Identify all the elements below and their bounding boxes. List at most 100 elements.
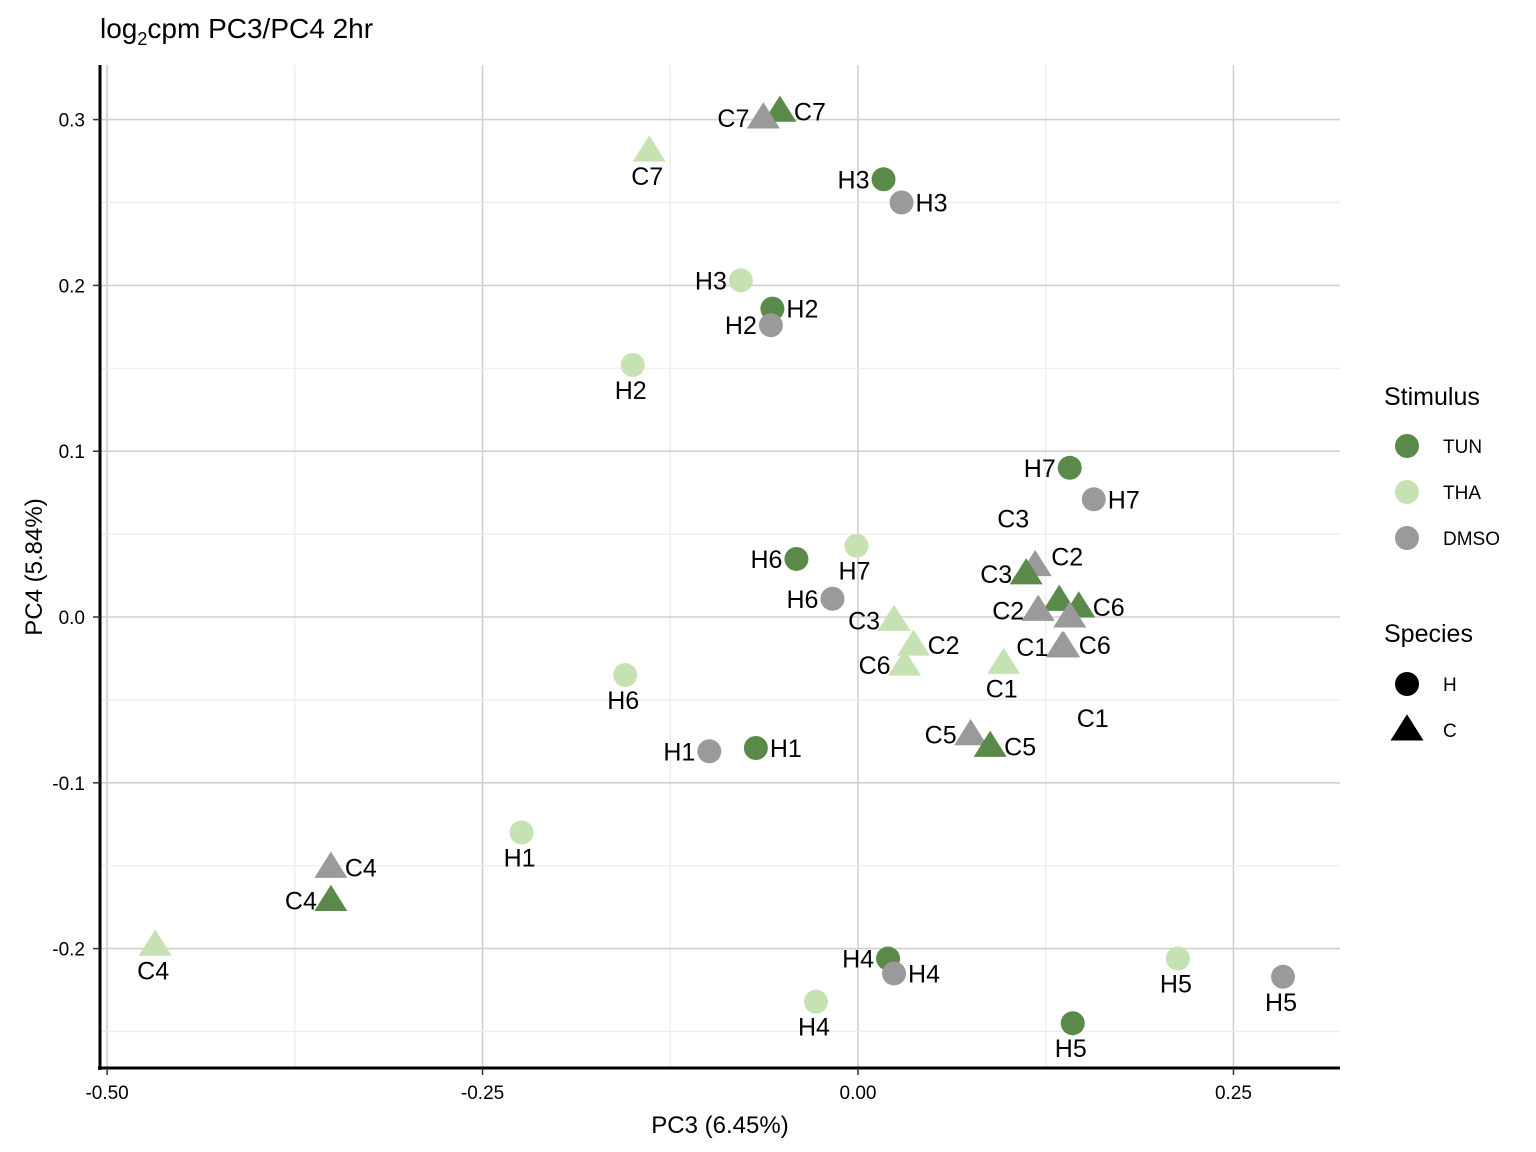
tick-labels: -0.50 -0.25 0.00 0.25 -0.2 -0.1 0.0 0.1 0.2 0.3 [52, 111, 1252, 1104]
point-c-tha [897, 629, 931, 656]
legend-label-species: H [1443, 675, 1457, 696]
point-h-dmso [882, 961, 907, 986]
legend-key-c-triangle [1390, 714, 1424, 741]
point-h-tha [613, 663, 638, 688]
point-label: C2 [992, 597, 1024, 625]
point-label: H2 [615, 377, 647, 405]
x-axis-label: PC3 (6.45%) [651, 1112, 788, 1139]
point-c-dmso [746, 102, 780, 129]
point-h-tha [620, 352, 645, 377]
point-c-tha [138, 929, 172, 956]
chart-title-pre: log [100, 13, 137, 44]
point-h-dmso [889, 190, 914, 215]
legend-key-tun [1395, 434, 1419, 458]
point-label: H4 [842, 946, 874, 974]
point-h-dmso [697, 739, 722, 764]
point-label: H4 [908, 960, 940, 988]
y-tick-label: 0.0 [59, 608, 85, 629]
legend-label-species: C [1443, 721, 1457, 742]
y-tick-label: 0.2 [59, 276, 85, 297]
point-h-tha [728, 268, 753, 293]
point-c-tun [973, 730, 1007, 757]
point-label: C4 [137, 957, 169, 985]
point-label: H7 [1024, 455, 1056, 483]
point-label: H6 [787, 586, 819, 614]
point-label: C4 [285, 888, 317, 916]
x-tick-label: 0.00 [840, 1083, 877, 1104]
point-label: C7 [794, 98, 826, 126]
legend: Stimulus Species TUN THA DMSO H C [1384, 383, 1500, 742]
point-h-dmso [1271, 964, 1296, 989]
point-label: H3 [916, 190, 948, 218]
chart-title: log2cpm PC3/PC4 2hr [100, 13, 373, 49]
point-label: H1 [770, 735, 802, 763]
point-c-dmso [314, 851, 348, 878]
point-c-tun [1042, 584, 1076, 611]
point-label: H6 [607, 687, 639, 715]
point-h-dmso [820, 586, 845, 611]
point-label: C3 [980, 561, 1012, 589]
y-axis-label: PC4 (5.84%) [21, 498, 48, 635]
point-label: H5 [1160, 971, 1192, 999]
y-tick-label: 0.1 [59, 442, 85, 463]
x-tick-label: -0.25 [461, 1083, 504, 1104]
x-tick-label: 0.25 [1215, 1083, 1252, 1104]
point-label: C3 [848, 607, 880, 635]
point-label: C7 [717, 105, 749, 133]
grid-lines [100, 65, 1340, 1068]
point-label: C6 [859, 652, 891, 680]
point-c-tun [1009, 558, 1043, 585]
point-label: H7 [839, 558, 871, 586]
point-label: C2 [928, 632, 960, 660]
point-label: C5 [925, 722, 957, 750]
point-h-tha [1165, 946, 1190, 971]
point-c-tha [987, 647, 1021, 674]
y-tick-label: 0.3 [59, 111, 85, 132]
point-c-dmso [1053, 601, 1087, 628]
point-c-dmso [1047, 631, 1081, 658]
point-label: H5 [1265, 989, 1297, 1017]
point-h-tun [743, 735, 768, 760]
point-c-tha [632, 135, 666, 162]
point-h-tun [1057, 455, 1082, 480]
legend-species-title: Species [1384, 620, 1473, 648]
point-label: C4 [345, 854, 377, 882]
point-label: C1 [1077, 705, 1109, 733]
point-c-tha [888, 649, 922, 676]
data-points [138, 95, 1296, 1036]
chart-title-subscript: 2 [137, 29, 147, 49]
point-label: H4 [798, 1014, 830, 1042]
legend-label-tun: TUN [1443, 437, 1482, 458]
point-label: C1 [986, 675, 1018, 703]
point-label: H5 [1055, 1035, 1087, 1063]
y-tick-label: -0.2 [52, 940, 85, 961]
point-h-tun [1060, 1011, 1085, 1036]
point-c-tun [314, 884, 348, 912]
legend-items: TUN THA DMSO H C [1390, 434, 1500, 742]
point-c-dmso [954, 718, 988, 746]
point-c-dmso [1021, 594, 1055, 621]
point-h-tha [509, 820, 534, 845]
point-c-tha [877, 604, 911, 631]
point-label: C3 [997, 506, 1029, 534]
point-h-dmso [758, 313, 783, 338]
point-c-tun [763, 95, 797, 122]
point-h-tha [844, 533, 869, 558]
legend-label-dmso: DMSO [1443, 529, 1500, 550]
point-label: C6 [1093, 594, 1125, 622]
point-label: H1 [663, 738, 695, 766]
y-tick-label: -0.1 [52, 774, 85, 795]
legend-key-h-circle [1395, 672, 1419, 696]
point-h-tun [784, 546, 809, 571]
legend-key-tha [1395, 480, 1419, 504]
point-label: C7 [631, 163, 663, 191]
legend-label-tha: THA [1443, 483, 1481, 504]
point-label: H1 [504, 845, 536, 873]
point-label: C1 [1016, 634, 1048, 662]
point-h-tha [803, 989, 828, 1014]
point-label: H2 [725, 312, 757, 340]
axes [98, 65, 1340, 1070]
point-label: H3 [838, 166, 870, 194]
